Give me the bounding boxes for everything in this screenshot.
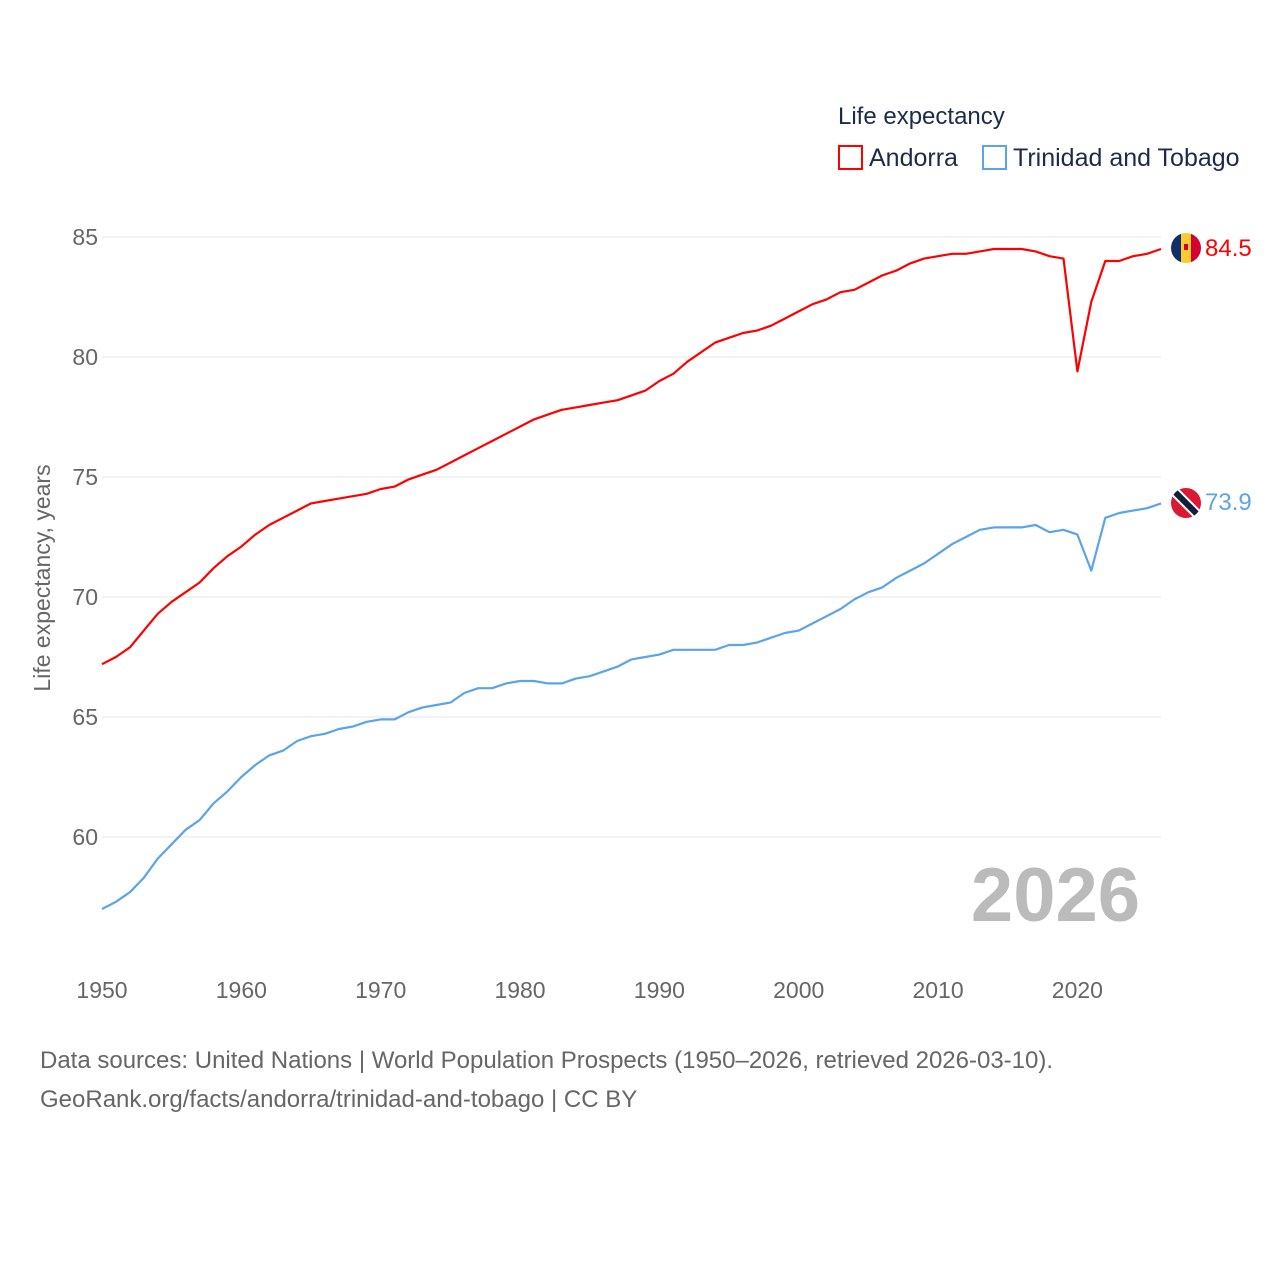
x-tick-label: 1970	[355, 977, 406, 1003]
y-tick-label: 75	[72, 464, 98, 490]
legend-title: Life expectancy	[838, 103, 1005, 130]
legend-swatch-andorra	[838, 145, 863, 170]
legend-label-andorra: Andorra	[869, 144, 958, 172]
source-line-2[interactable]: GeoRank.org/facts/andorra/trinidad-and-t…	[40, 1086, 638, 1113]
legend-item-trinidad[interactable]: Trinidad and Tobago	[982, 144, 1240, 172]
x-tick-label: 1950	[76, 977, 127, 1003]
y-tick-label: 85	[72, 224, 98, 250]
y-axis-ticks: 60 65 70 75 80 85	[72, 224, 98, 850]
series-lines	[101, 247, 1162, 910]
end-label-trinidad: 73.9	[1205, 489, 1252, 516]
series-line-andorra	[101, 247, 1162, 666]
legend-label-trinidad: Trinidad and Tobago	[1013, 144, 1240, 172]
end-label-andorra: 84.5	[1205, 235, 1252, 262]
gridlines	[102, 236, 1161, 838]
y-tick-label: 80	[72, 344, 98, 370]
year-label: 2026	[971, 853, 1140, 938]
y-tick-label: 60	[72, 824, 98, 850]
series-line-trinidad-and-tobago	[101, 502, 1162, 910]
andorra-flag-icon	[1171, 233, 1201, 263]
x-tick-label: 2000	[773, 977, 824, 1003]
y-axis-label: Life expectancy, years	[29, 464, 55, 691]
source-line-1: Data sources: United Nations | World Pop…	[40, 1047, 1054, 1074]
legend: Life expectancy Andorra Trinidad and Tob…	[838, 103, 1240, 172]
legend-item-andorra[interactable]: Andorra	[838, 144, 958, 172]
x-axis-ticks: 1950 1960 1970 1980 1990 2000 2010 2020	[76, 977, 1103, 1003]
y-tick-label: 65	[72, 704, 98, 730]
legend-swatch-trinidad	[982, 145, 1007, 170]
x-tick-label: 1960	[216, 977, 267, 1003]
x-tick-label: 1990	[634, 977, 685, 1003]
x-tick-label: 1980	[494, 977, 545, 1003]
trinidad-flag-icon	[1171, 488, 1201, 518]
x-tick-label: 2010	[912, 977, 963, 1003]
x-tick-label: 2020	[1052, 977, 1103, 1003]
y-tick-label: 70	[72, 584, 98, 610]
